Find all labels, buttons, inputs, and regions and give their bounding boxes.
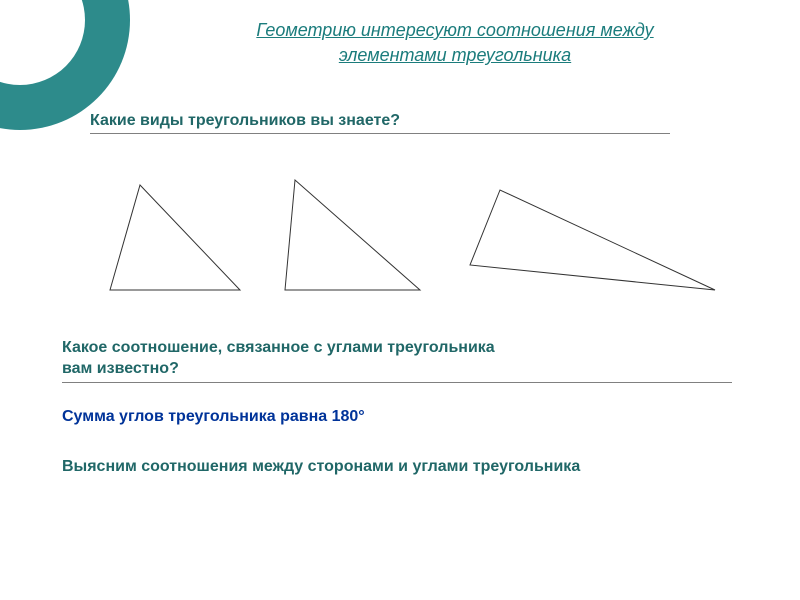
question1-text: Какие виды треугольников вы знаете? (90, 112, 760, 130)
question2-line2: вам известно? (62, 359, 732, 380)
conclusion-text: Выясним соотношения между сторонами и уг… (62, 458, 580, 476)
title-area: Геометрию интересуют соотношения между э… (150, 18, 760, 68)
triangles-svg (100, 170, 740, 310)
question2-underline (62, 382, 732, 383)
decoration-outer-circle (0, 0, 130, 130)
question2-line1: Какое соотношение, связанное с углами тр… (62, 338, 732, 359)
answer-text: Сумма углов треугольника равна 180° (62, 408, 365, 426)
decoration-inner-circle (0, 0, 85, 85)
corner-decoration (0, 0, 130, 130)
answer-area: Сумма углов треугольника равна 180° (62, 408, 365, 426)
triangle-right (285, 180, 420, 290)
main-title-line1: Геометрию интересуют соотношения между (150, 18, 760, 43)
main-title-line2: элементами треугольника (150, 43, 760, 68)
triangle-scalene (110, 185, 240, 290)
triangle-obtuse (470, 190, 715, 290)
conclusion-area: Выясним соотношения между сторонами и уг… (62, 458, 580, 476)
question1-underline (90, 133, 670, 134)
question2-area: Какое соотношение, связанное с углами тр… (62, 338, 732, 383)
question1-area: Какие виды треугольников вы знаете? (90, 112, 760, 134)
triangles-area (100, 170, 740, 310)
